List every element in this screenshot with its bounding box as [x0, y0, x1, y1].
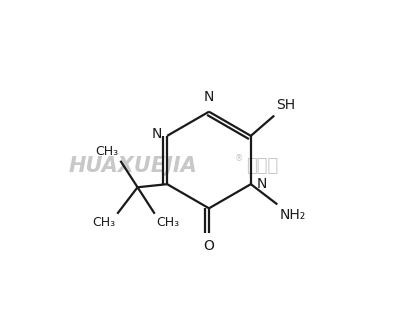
- Text: 化学加: 化学加: [246, 157, 279, 175]
- Text: HUAXUEJIA: HUAXUEJIA: [69, 156, 197, 176]
- Text: CH₃: CH₃: [95, 145, 119, 158]
- Text: CH₃: CH₃: [157, 216, 180, 229]
- Text: N: N: [204, 90, 214, 104]
- Text: ®: ®: [234, 154, 243, 163]
- Text: O: O: [204, 239, 214, 253]
- Text: N: N: [257, 177, 267, 191]
- Text: N: N: [151, 127, 161, 141]
- Text: NH₂: NH₂: [279, 208, 306, 222]
- Text: CH₃: CH₃: [92, 216, 115, 229]
- Text: SH: SH: [276, 99, 295, 112]
